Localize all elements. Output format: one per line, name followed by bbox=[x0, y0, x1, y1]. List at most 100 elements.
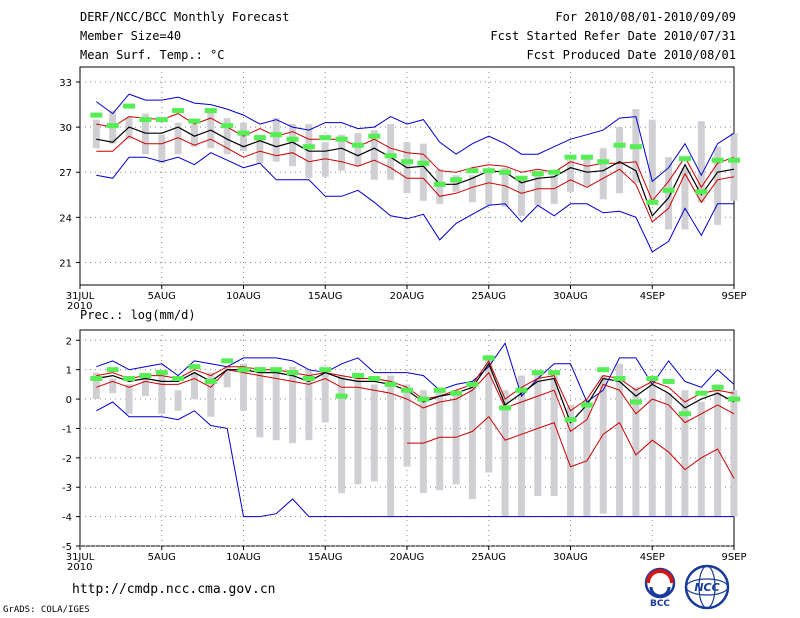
prec-mean-line bbox=[96, 362, 735, 424]
temp-box-16 bbox=[338, 134, 346, 171]
prec-ytick-label: 2 bbox=[66, 336, 72, 347]
prec-box-36 bbox=[665, 393, 673, 517]
prec-observed-34 bbox=[629, 399, 642, 405]
prec-box-13 bbox=[289, 366, 297, 444]
temp-box-13 bbox=[289, 124, 297, 167]
temp-observed-40 bbox=[728, 157, 740, 163]
temp-box-28 bbox=[534, 170, 542, 206]
temp-box-30 bbox=[567, 160, 574, 192]
temp-xtick-label: 25AUG bbox=[471, 291, 506, 302]
prec-box-12 bbox=[272, 369, 280, 441]
temp-box-29 bbox=[550, 175, 558, 204]
temp-box-11 bbox=[256, 134, 264, 164]
prec-observed-12 bbox=[270, 367, 283, 373]
temp-box-24 bbox=[468, 175, 476, 203]
prec-box-28 bbox=[534, 372, 542, 497]
prec-box-8 bbox=[207, 372, 215, 417]
prec-box-34 bbox=[632, 387, 640, 517]
temp-observed-4 bbox=[139, 117, 152, 123]
source-url[interactable]: http://cmdp.ncc.cma.gov.cn bbox=[72, 582, 276, 597]
temp-ytick-label: 27 bbox=[59, 168, 72, 179]
prec-observed-21 bbox=[417, 396, 430, 402]
prec-box-24 bbox=[468, 384, 476, 499]
temp-panel-label: Mean Surf. Temp.: °C bbox=[80, 48, 225, 62]
prec-min-line bbox=[96, 401, 734, 518]
temp-xtick-label: 5AUG bbox=[148, 291, 176, 302]
prec-box-38 bbox=[697, 402, 705, 517]
prec-observed-19 bbox=[384, 381, 397, 387]
prec-box-5 bbox=[158, 375, 166, 414]
prec-box-15 bbox=[321, 372, 329, 423]
temp-box-38 bbox=[697, 121, 705, 203]
temp-observed-12 bbox=[270, 132, 283, 138]
temp-box-6 bbox=[174, 122, 182, 155]
temp-observed-29 bbox=[548, 169, 561, 175]
prec-box-20 bbox=[403, 384, 411, 467]
temp-observed-30 bbox=[564, 154, 577, 160]
temp-box-37 bbox=[681, 167, 689, 230]
prec-observed-31 bbox=[580, 402, 593, 408]
temp-observed-31 bbox=[580, 154, 593, 160]
prec-observed-15 bbox=[319, 367, 332, 373]
prec-observed-11 bbox=[253, 367, 266, 373]
prec-xtick-label: 4SEP bbox=[640, 552, 665, 563]
temp-box-21 bbox=[419, 143, 427, 201]
prec-box-30 bbox=[567, 404, 574, 517]
temp-observed-11 bbox=[253, 135, 266, 141]
prec-box-7 bbox=[190, 372, 198, 400]
prec-ytick-label: -1 bbox=[62, 424, 72, 435]
temp-box-17 bbox=[354, 133, 362, 167]
temp-ytick-label: 24 bbox=[59, 213, 72, 224]
temp-observed-23 bbox=[450, 177, 463, 183]
temp-observed-25 bbox=[482, 168, 495, 174]
prec-observed-33 bbox=[613, 375, 626, 381]
temp-box-26 bbox=[501, 167, 509, 207]
temp-xtick-label: 20AUG bbox=[390, 291, 425, 302]
temp-observed-7 bbox=[188, 118, 201, 124]
temp-observed-21 bbox=[417, 160, 430, 166]
prec-observed-5 bbox=[155, 370, 168, 376]
temp-std-lower-line bbox=[96, 135, 735, 223]
temp-observed-10 bbox=[237, 130, 250, 136]
temp-box-23 bbox=[452, 175, 460, 192]
temp-box-18 bbox=[370, 130, 378, 180]
temp-xtick-year: 2010 bbox=[67, 301, 92, 312]
prec-box-37 bbox=[681, 390, 689, 517]
prec-box-35 bbox=[648, 378, 656, 517]
temp-observed-32 bbox=[597, 159, 610, 165]
bcc-logo-text: BCC bbox=[650, 599, 670, 609]
prec-ytick-label: -2 bbox=[62, 454, 72, 465]
temp-observed-33 bbox=[613, 142, 626, 148]
temp-box-5 bbox=[158, 134, 166, 164]
temp-observed-36 bbox=[662, 187, 675, 193]
temp-observed-19 bbox=[384, 153, 397, 159]
prec-observed-40 bbox=[728, 396, 740, 402]
prec-xtick-label: 30AUG bbox=[553, 552, 588, 563]
prec-observed-23 bbox=[450, 390, 463, 396]
prec-box-27 bbox=[517, 375, 525, 517]
prec-observed-36 bbox=[662, 378, 675, 384]
prec-std-upper-line bbox=[96, 359, 735, 412]
prec-observed-6 bbox=[172, 375, 185, 381]
temp-xtick-label: 10AUG bbox=[226, 291, 261, 302]
prec-xtick-label: 15AUG bbox=[308, 552, 343, 563]
prec-box-19 bbox=[387, 375, 395, 517]
prec-observed-17 bbox=[351, 373, 364, 379]
prec-observed-35 bbox=[646, 375, 659, 381]
prec-box-33 bbox=[616, 363, 624, 517]
temp-box-15 bbox=[321, 142, 329, 177]
temp-ytick-label: 30 bbox=[59, 123, 72, 134]
temp-std-upper-line bbox=[96, 113, 735, 202]
temp-ytick-label: 21 bbox=[59, 258, 72, 269]
temp-observed-22 bbox=[433, 181, 446, 187]
prec-box-6 bbox=[174, 390, 182, 411]
temp-ytick-label: 33 bbox=[59, 78, 72, 89]
temp-observed-5 bbox=[155, 117, 168, 123]
temp-box-25 bbox=[485, 170, 493, 206]
prec-panel-label: Prec.: log(mm/d) bbox=[80, 308, 196, 322]
temp-xtick-label: 9SEP bbox=[721, 291, 746, 302]
temp-min-line bbox=[96, 152, 734, 253]
prec-box-29 bbox=[550, 375, 558, 497]
prec-box-14 bbox=[305, 369, 313, 441]
